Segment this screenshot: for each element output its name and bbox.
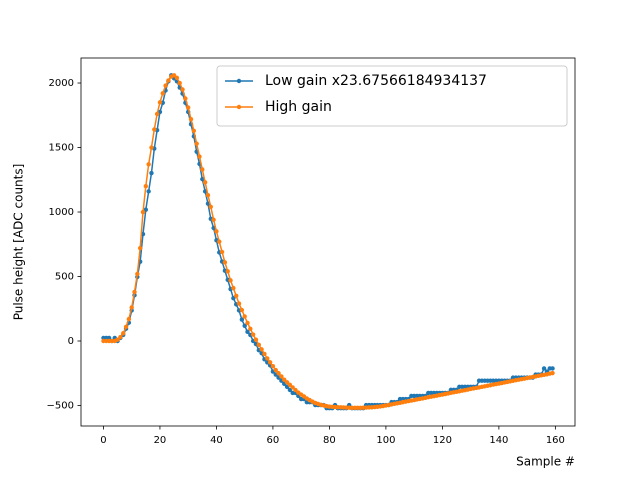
point [270, 363, 276, 369]
point [256, 342, 262, 348]
legend-label: Low gain x23.67566184934137 [265, 73, 487, 89]
point [225, 269, 230, 274]
point [188, 116, 194, 122]
point [152, 127, 157, 132]
point [177, 80, 182, 86]
x-tick-label: 120 [433, 435, 452, 446]
point [163, 83, 168, 88]
point [541, 366, 547, 371]
point [293, 387, 298, 393]
point [279, 374, 284, 379]
y-tick-label: 0 [68, 336, 74, 347]
point [239, 307, 245, 313]
point [132, 289, 137, 295]
point [200, 167, 205, 172]
point [248, 326, 253, 331]
legend-marker [236, 78, 242, 84]
legend-label: High gain [265, 99, 332, 115]
point [219, 249, 225, 255]
point [276, 371, 281, 376]
point [143, 184, 149, 189]
point [135, 271, 140, 277]
point [180, 87, 185, 92]
point [123, 324, 129, 330]
point [222, 260, 228, 265]
point [265, 356, 270, 361]
point [214, 229, 219, 234]
point [129, 305, 134, 310]
point [154, 111, 160, 117]
point [202, 180, 208, 185]
point [166, 78, 171, 83]
y-tick-label: 500 [55, 272, 74, 283]
point [242, 314, 247, 319]
x-tick-label: 40 [210, 435, 223, 446]
point [126, 316, 132, 322]
point [273, 367, 278, 373]
point [157, 100, 163, 105]
point [174, 75, 180, 81]
point [171, 73, 177, 78]
point [550, 366, 555, 371]
y-tick-label: −500 [47, 400, 74, 411]
legend-marker [236, 104, 242, 110]
point [284, 380, 290, 385]
point [149, 170, 154, 176]
axes-frame [80, 57, 576, 427]
point [194, 141, 199, 146]
point [550, 370, 555, 376]
point [183, 96, 188, 101]
point [146, 189, 151, 194]
point [205, 193, 211, 198]
point [236, 301, 242, 306]
point [197, 154, 202, 159]
point [290, 385, 295, 390]
x-tick-label: 60 [267, 435, 280, 446]
y-tick-label: 1000 [49, 207, 74, 218]
point [160, 91, 165, 96]
x-tick-label: 20 [154, 435, 167, 446]
x-tick-label: 0 [100, 435, 106, 446]
point [118, 334, 123, 340]
y-tick-label: 2000 [49, 78, 74, 89]
x-tick-label: 160 [546, 435, 565, 446]
point [262, 351, 267, 357]
point [146, 162, 151, 167]
x-tick-label: 140 [489, 435, 508, 446]
point [245, 320, 250, 326]
point [239, 317, 245, 322]
point [228, 278, 233, 283]
point [231, 285, 236, 291]
point [137, 245, 143, 251]
point [185, 105, 191, 110]
point [121, 331, 126, 336]
point [149, 145, 154, 150]
x-tick-label: 100 [376, 435, 395, 446]
x-axis-label: Sample # [516, 455, 575, 469]
point [253, 337, 259, 342]
point [234, 293, 239, 299]
point [208, 204, 213, 210]
point [115, 337, 120, 342]
x-tick-label: 80 [323, 435, 336, 446]
point [250, 332, 256, 337]
point [140, 209, 146, 215]
point [242, 323, 247, 328]
point [106, 335, 112, 341]
point [245, 329, 250, 335]
point [191, 128, 197, 133]
legend-box [216, 65, 568, 127]
point [217, 239, 222, 244]
point [211, 217, 216, 222]
point [287, 382, 293, 388]
point [282, 377, 287, 382]
y-tick-label: 1500 [49, 143, 74, 154]
point [200, 176, 205, 182]
point [259, 347, 264, 352]
point [267, 360, 273, 365]
y-axis-label: Pulse height [ADC counts] [12, 164, 26, 321]
